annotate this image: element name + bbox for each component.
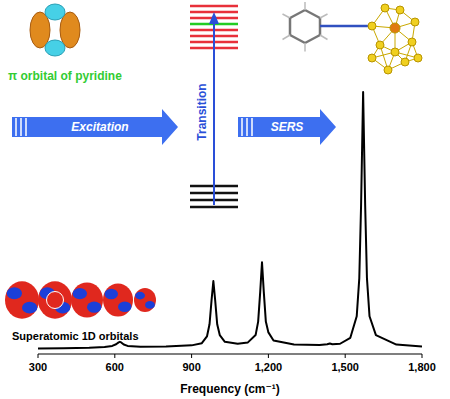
bond [304, 43, 306, 52]
bond [320, 25, 368, 28]
orbital-lobe [47, 292, 64, 309]
x-axis-label: Frequency (cm⁻¹) [180, 382, 280, 396]
plot-area [38, 92, 422, 349]
lobe [45, 40, 65, 56]
bond [290, 10, 305, 18]
x-tick-label: 1,800 [408, 361, 436, 373]
atom [368, 54, 376, 62]
orbital-lobe [145, 301, 155, 309]
x-tick [38, 354, 39, 358]
x-tick-label: 1,200 [255, 361, 283, 373]
process-arrow [238, 109, 336, 145]
atom [414, 54, 422, 62]
atom [390, 23, 400, 33]
bond [320, 14, 328, 18]
x-tick [114, 354, 115, 358]
atom [376, 41, 384, 49]
annotation: Excitation [71, 120, 128, 134]
process-arrow [12, 109, 178, 145]
orbital-lobe [22, 302, 37, 314]
chart: π orbital of pyridine Transition Excitatio… [0, 0, 450, 399]
x-tick [191, 354, 192, 358]
orbital-lobe [7, 287, 22, 299]
bond [305, 10, 320, 18]
orbital-lobe [87, 302, 101, 313]
atom [368, 22, 376, 30]
bond [289, 18, 292, 35]
atom [391, 48, 399, 56]
orbital-lobe [135, 292, 145, 300]
annotation: Superatomic 1D orbitals [12, 330, 139, 342]
x-tick-label: 1,500 [331, 361, 359, 373]
lobe [45, 4, 65, 20]
bond [283, 14, 291, 18]
orbital-lobe [71, 282, 103, 317]
x-tick [422, 354, 423, 358]
arrow-stripe [241, 118, 243, 136]
arrow-stripe [25, 118, 27, 136]
atom [384, 66, 392, 74]
x-tick-label: 300 [29, 361, 47, 373]
bond [304, 2, 306, 10]
bond [320, 35, 328, 40]
x-axis [38, 353, 422, 354]
pi-orbital-icon [30, 4, 80, 56]
arrow-stripe [20, 118, 22, 136]
superatomic-orbitals [5, 281, 156, 318]
orbital-lobe [38, 281, 72, 318]
annotation: π orbital of pyridine [8, 69, 122, 83]
orbital-lobe [118, 302, 132, 313]
transition-arrow [213, 20, 215, 205]
level [190, 206, 238, 209]
arrow-body [238, 109, 336, 145]
arrow-head [209, 12, 219, 24]
energy-levels [190, 6, 238, 207]
arrow-body [12, 109, 178, 145]
orbital-lobe [73, 288, 87, 299]
orbital-lobe [134, 288, 156, 312]
arrow-stripe [15, 118, 17, 136]
bond [305, 35, 320, 43]
spectrum-line [38, 92, 422, 349]
arrow-stripe [246, 118, 248, 136]
orbital-lobe [103, 284, 133, 317]
level [190, 5, 238, 8]
bond [283, 35, 291, 40]
atom [411, 18, 419, 26]
x-tick-label: 900 [182, 361, 200, 373]
pyridine-gold-cluster [283, 2, 423, 74]
annotation: SERS [271, 120, 304, 134]
annotation: Transition [195, 83, 209, 140]
x-tick-label: 600 [106, 361, 124, 373]
orbital-lobe [5, 281, 39, 318]
atom [381, 4, 389, 12]
orbital-lobe [105, 289, 119, 300]
atom [408, 38, 416, 46]
x-tick [268, 354, 269, 358]
arrow-stripe [251, 118, 253, 136]
atom [396, 6, 404, 14]
x-tick [345, 354, 346, 358]
bond [290, 35, 305, 43]
atom [401, 58, 409, 66]
